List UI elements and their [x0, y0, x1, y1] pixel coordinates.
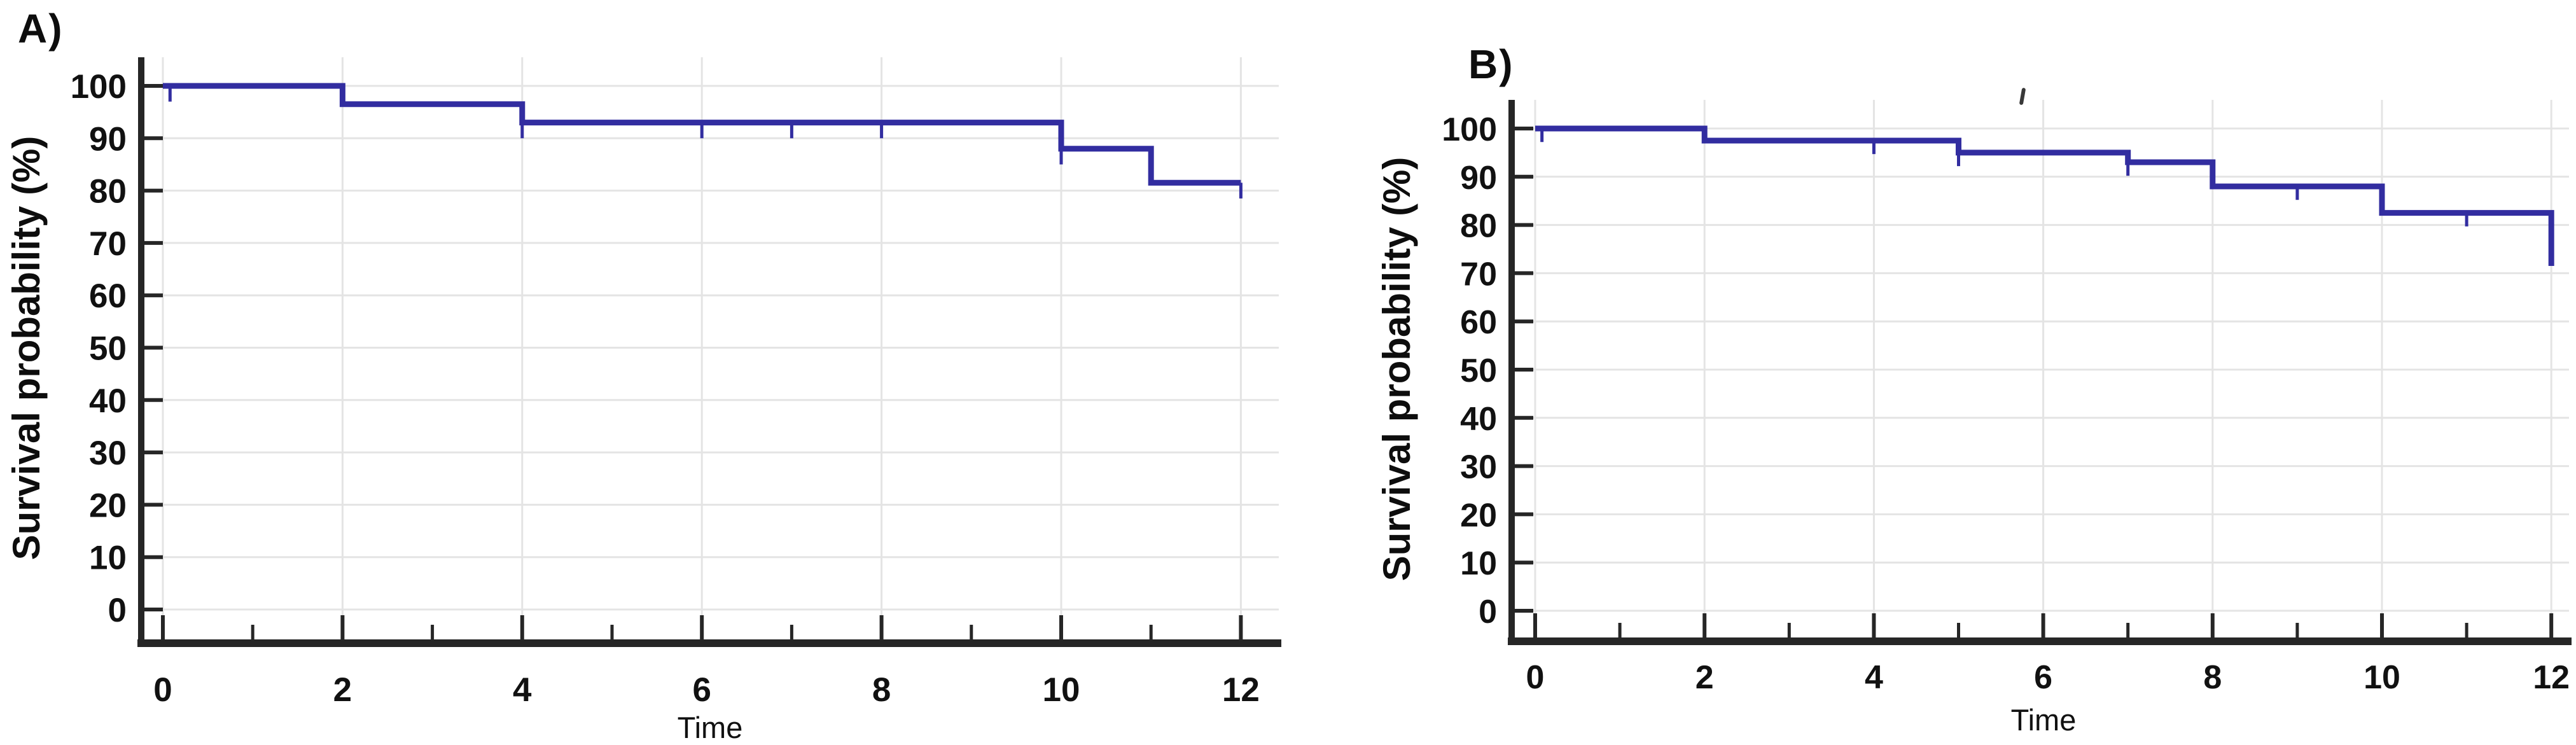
panel-b-y-axis-title: Survival probability (%): [1375, 157, 1418, 581]
svg-text:4: 4: [1865, 659, 1883, 696]
svg-text:0: 0: [108, 592, 127, 629]
svg-text:60: 60: [89, 277, 127, 315]
panel-a-label: A): [18, 6, 64, 52]
svg-text:2: 2: [1695, 659, 1714, 696]
svg-text:8: 8: [872, 671, 891, 709]
svg-text:80: 80: [89, 173, 127, 211]
panel-b: 0 10 20 30 40 50 60 70 80 90 100 0 2 4 6 8 10 12 B) Survi…: [1288, 0, 2576, 745]
svg-text:30: 30: [89, 435, 127, 472]
svg-text:10: 10: [1460, 545, 1497, 582]
svg-text:30: 30: [1460, 449, 1497, 486]
panel-a-y-axis-title: Survival probability (%): [5, 136, 48, 560]
svg-text:0: 0: [1479, 594, 1497, 630]
svg-text:2: 2: [333, 671, 352, 709]
panel-a-x-axis-title: Time: [677, 711, 743, 744]
svg-text:50: 50: [1460, 352, 1497, 389]
svg-text:50: 50: [89, 330, 127, 368]
svg-text:12: 12: [1222, 671, 1260, 709]
svg-text:20: 20: [1460, 497, 1497, 534]
svg-text:10: 10: [2364, 659, 2400, 696]
svg-text:8: 8: [2203, 659, 2222, 696]
svg-text:40: 40: [1460, 401, 1497, 438]
panel-a: 0 10 20 30 40 50 60 70 80 90 100 0 2 4 6 8 10 12 A) Survi…: [5, 6, 1281, 744]
svg-text:6: 6: [692, 671, 711, 709]
svg-text:10: 10: [1043, 671, 1080, 709]
km-plot-a: 0 10 20 30 40 50 60 70 80 90 100 0 2 4 6 8 10 12: [71, 57, 1281, 709]
svg-text:10: 10: [89, 540, 127, 577]
svg-text:4: 4: [513, 671, 532, 709]
svg-text:0: 0: [1526, 659, 1545, 696]
svg-text:100: 100: [1442, 111, 1497, 148]
svg-text:0: 0: [153, 671, 172, 709]
svg-text:20: 20: [89, 487, 127, 524]
svg-text:90: 90: [89, 120, 127, 158]
svg-text:90: 90: [1460, 160, 1497, 197]
svg-text:12: 12: [2533, 659, 2570, 696]
panel-b-label: B): [1468, 41, 1514, 87]
panel-b-x-axis-title: Time: [2010, 703, 2077, 737]
svg-text:6: 6: [2034, 659, 2052, 696]
svg-text:40: 40: [89, 382, 127, 420]
svg-text:70: 70: [89, 225, 127, 263]
svg-text:60: 60: [1460, 304, 1497, 341]
svg-text:100: 100: [71, 68, 127, 106]
km-plot-b: 0 10 20 30 40 50 60 70 80 90 100 0 2 4 6 8 10 12: [1442, 100, 2572, 696]
svg-text:70: 70: [1460, 256, 1497, 293]
svg-text:80: 80: [1460, 208, 1497, 245]
